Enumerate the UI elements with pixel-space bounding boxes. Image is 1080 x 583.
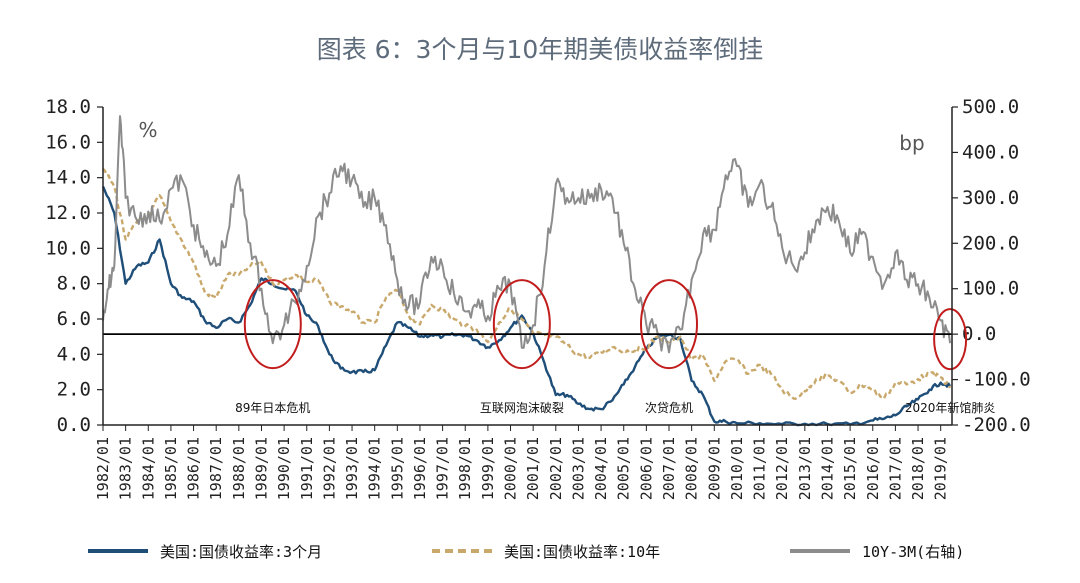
legend: 美国:国债收益率:3个月 美国:国债收益率:10年 10Y-3M(右轴): [88, 543, 964, 561]
x-tick-label: 2012/01: [773, 437, 791, 500]
x-tick-label: 1993/01: [343, 437, 361, 500]
x-tick-label: 1997/01: [434, 437, 452, 500]
left-tick-label: 6.0: [57, 308, 91, 330]
x-tick-label: 1991/01: [298, 437, 316, 500]
x-tick-label: 2003/01: [569, 437, 587, 500]
annotation-label: 次贷危机: [645, 401, 693, 415]
x-tick-label: 2017/01: [886, 437, 904, 500]
left-tick-label: 0.0: [57, 414, 91, 436]
x-tick-label: 2014/01: [818, 437, 836, 500]
x-tick-label: 1988/01: [230, 437, 248, 500]
x-tick-label: 2015/01: [841, 437, 859, 500]
annotation-layer: 89年日本危机 互联网泡沫破裂 次贷危机 2020年新馆肺炎: [235, 279, 996, 415]
left-tick-label: 10.0: [45, 237, 91, 259]
x-tick-label: 1999/01: [479, 437, 497, 500]
x-tick-label: 2002/01: [547, 437, 565, 500]
annotation-label: 89年日本危机: [235, 401, 310, 415]
left-tick-label: 2.0: [57, 379, 91, 401]
left-axis-ticks: 18.0 16.0 14.0 12.0 10.0 8.0 6.0 4.0 2.0 0.0: [45, 96, 103, 436]
right-tick-label: -100.0: [962, 369, 1031, 391]
left-tick-label: 18.0: [45, 96, 91, 118]
right-tick-label: 500.0: [962, 96, 1019, 118]
x-tick-label: 1986/01: [185, 437, 203, 500]
right-axis-ticks: 500.0 400.0 300.0 200.0 100.0 0.0 -100.0 -200.0: [952, 96, 1031, 436]
left-tick-label: 12.0: [45, 202, 91, 224]
x-tick-label: 1995/01: [388, 437, 406, 500]
x-tick-label: 2013/01: [796, 437, 814, 500]
x-tick-label: 1983/01: [117, 437, 135, 500]
x-tick-label: 1996/01: [411, 437, 429, 500]
x-tick-label: 2007/01: [660, 437, 678, 500]
x-tick-label: 2006/01: [637, 437, 655, 500]
x-axis-ticks: 1982/01 1983/01 1984/01 1985/01 1986/01 1987/…: [94, 425, 950, 500]
right-tick-label: 100.0: [962, 278, 1019, 300]
annotation-circle: [243, 279, 302, 370]
x-tick-label: 2004/01: [592, 437, 610, 500]
x-tick-label: 2005/01: [615, 437, 633, 500]
x-tick-label: 1985/01: [162, 437, 180, 500]
x-tick-label: 1992/01: [320, 437, 338, 500]
left-tick-label: 16.0: [45, 131, 91, 153]
x-tick-label: 1990/01: [275, 437, 293, 500]
x-tick-label: 1989/01: [252, 437, 270, 500]
series-line-3: [102, 115, 952, 354]
left-axis-unit: %: [138, 118, 157, 142]
x-tick-label: 2001/01: [524, 437, 542, 500]
x-tick-label: 1998/01: [456, 437, 474, 500]
x-tick-label: 2011/01: [751, 437, 769, 500]
right-tick-label: 400.0: [962, 141, 1019, 163]
annotation-circle: [933, 308, 968, 371]
right-tick-label: -200.0: [962, 414, 1031, 436]
x-tick-label: 1982/01: [94, 437, 112, 500]
series-line-1: [101, 186, 952, 427]
right-tick-label: 200.0: [962, 232, 1019, 254]
series-line-2: [102, 167, 952, 400]
right-tick-label: 300.0: [962, 187, 1019, 209]
left-tick-label: 14.0: [45, 167, 91, 189]
x-tick-label: 2008/01: [683, 437, 701, 500]
annotation-circle: [640, 279, 698, 370]
annotation-label: 2020年新馆肺炎: [905, 400, 996, 415]
series-layer: [101, 115, 952, 427]
x-tick-label: 2016/01: [864, 437, 882, 500]
legend-label: 美国:国债收益率:3个月: [160, 543, 322, 561]
left-tick-label: 4.0: [57, 343, 91, 365]
x-tick-label: 1987/01: [207, 437, 225, 500]
x-tick-label: 1994/01: [366, 437, 384, 500]
right-axis-unit: bp: [899, 131, 924, 155]
left-tick-label: 8.0: [57, 273, 91, 295]
right-tick-label: 0.0: [962, 323, 996, 345]
x-tick-label: 1984/01: [139, 437, 157, 500]
x-tick-label: 2000/01: [502, 437, 520, 500]
legend-label: 10Y-3M(右轴): [862, 543, 964, 561]
x-tick-label: 2010/01: [728, 437, 746, 500]
x-tick-label: 2019/01: [932, 437, 950, 500]
annotation-circle: [492, 279, 551, 370]
annotation-label: 互联网泡沫破裂: [480, 400, 564, 415]
chart-title: 图表 6：3个月与10年期美债收益率倒挂: [317, 35, 764, 64]
x-tick-label: 2009/01: [705, 437, 723, 500]
x-tick-label: 2018/01: [909, 437, 927, 500]
legend-label: 美国:国债收益率:10年: [504, 543, 660, 561]
